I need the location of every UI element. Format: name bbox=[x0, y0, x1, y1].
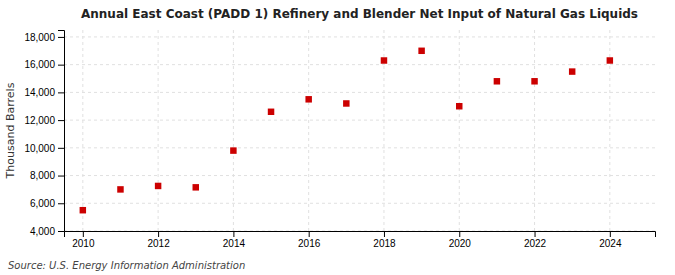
x-tick-label: 2016 bbox=[298, 238, 321, 249]
point bbox=[268, 109, 274, 115]
y-tick-label: 4,000 bbox=[30, 226, 55, 237]
grid-line-y bbox=[64, 203, 655, 204]
point bbox=[117, 186, 123, 192]
grid-line-y bbox=[64, 120, 655, 121]
y-axis: 4,000 6,000 8,000 10,000 12,000 14,000 16,000 1… bbox=[24, 31, 64, 237]
point bbox=[418, 48, 424, 54]
point bbox=[343, 100, 349, 106]
x-tick-mark bbox=[535, 231, 536, 237]
x-axis-line bbox=[65, 232, 656, 238]
point bbox=[607, 57, 613, 63]
y-tick-mark bbox=[58, 148, 64, 149]
grid-line-x bbox=[233, 30, 234, 231]
y-axis-line bbox=[58, 31, 65, 232]
points bbox=[80, 48, 613, 214]
grid-line-x bbox=[459, 30, 460, 231]
x-tick-label: 2010 bbox=[72, 238, 95, 249]
point bbox=[155, 183, 161, 189]
x-tick-mark bbox=[233, 231, 234, 237]
x-tick-mark bbox=[158, 231, 159, 237]
title: Annual East Coast (PADD 1) Refinery and … bbox=[81, 7, 638, 21]
point bbox=[456, 103, 462, 109]
y-tick-label: 16,000 bbox=[24, 59, 55, 70]
y-tick: 18,000 bbox=[24, 32, 64, 43]
x-tick: 2018 bbox=[373, 231, 396, 249]
grid-line-y bbox=[64, 36, 655, 37]
x-tick: 2016 bbox=[298, 231, 321, 249]
y-tick: 14,000 bbox=[24, 87, 64, 98]
x-tick-label: 2020 bbox=[449, 238, 472, 249]
grid-line-y bbox=[64, 92, 655, 93]
y-tick-label: 10,000 bbox=[24, 143, 55, 154]
y-tick-mark bbox=[58, 92, 64, 93]
y-tick-label: 6,000 bbox=[30, 198, 55, 209]
y-tick: 12,000 bbox=[24, 115, 64, 126]
y-tick-label: 18,000 bbox=[24, 32, 55, 43]
y-tick: 8,000 bbox=[30, 170, 64, 181]
y-tick-mark bbox=[58, 37, 64, 38]
grid-line-x bbox=[308, 30, 309, 231]
y-tick-label: 12,000 bbox=[24, 115, 55, 126]
x-tick-mark bbox=[459, 231, 460, 237]
x-tick: 2014 bbox=[223, 231, 246, 249]
source: Source: U.S. Energy Information Administ… bbox=[8, 260, 245, 271]
y-tick-mark bbox=[58, 231, 64, 232]
y-tick: 6,000 bbox=[30, 198, 64, 209]
grid-line-x bbox=[82, 30, 83, 231]
x-tick: 2012 bbox=[147, 231, 170, 249]
x-tick: 2020 bbox=[449, 231, 472, 249]
x-tick-mark bbox=[610, 231, 611, 237]
grid-line-x bbox=[534, 30, 535, 231]
point bbox=[305, 96, 311, 102]
grid bbox=[64, 30, 655, 231]
point bbox=[381, 57, 387, 63]
y-tick-mark bbox=[58, 65, 64, 66]
x-axis: 2010 2012 2014 2016 2018 2020 2022 2024 bbox=[65, 231, 656, 249]
y-tick-mark bbox=[58, 120, 64, 121]
point bbox=[531, 78, 537, 84]
y-tick: 16,000 bbox=[24, 59, 64, 70]
y-tick-mark bbox=[58, 176, 64, 177]
x-tick-label: 2012 bbox=[147, 238, 170, 249]
y-tick-label: 14,000 bbox=[24, 87, 55, 98]
point bbox=[230, 147, 236, 153]
grid-line-x bbox=[158, 30, 159, 231]
x-tick-mark bbox=[309, 231, 310, 237]
grid-line-y bbox=[64, 64, 655, 65]
point bbox=[569, 68, 575, 74]
chart: 2010 2012 2014 2016 2018 2020 2022 2024 4,000 6,0… bbox=[0, 0, 675, 275]
grid-line-y bbox=[64, 175, 655, 176]
plot: 2010 2012 2014 2016 2018 2020 2022 2024 4,000 6,0… bbox=[24, 30, 655, 249]
y-tick-label: 8,000 bbox=[30, 170, 55, 181]
x-tick: 2010 bbox=[72, 231, 95, 249]
grid-line-y bbox=[64, 147, 655, 148]
point bbox=[494, 78, 500, 84]
point bbox=[193, 184, 199, 190]
y-tick: 10,000 bbox=[24, 143, 64, 154]
y-tick: 4,000 bbox=[30, 226, 64, 237]
y-axis-title: Thousand Barrels bbox=[4, 82, 17, 179]
point bbox=[80, 207, 86, 213]
x-tick-mark bbox=[384, 231, 385, 237]
x-tick: 2024 bbox=[599, 231, 622, 249]
x-tick-label: 2014 bbox=[223, 238, 246, 249]
x-tick-label: 2022 bbox=[524, 238, 547, 249]
x-tick-label: 2018 bbox=[373, 238, 396, 249]
x-tick-label: 2024 bbox=[599, 238, 622, 249]
x-tick: 2022 bbox=[524, 231, 547, 249]
x-tick-mark bbox=[83, 231, 84, 237]
y-tick-mark bbox=[58, 203, 64, 204]
